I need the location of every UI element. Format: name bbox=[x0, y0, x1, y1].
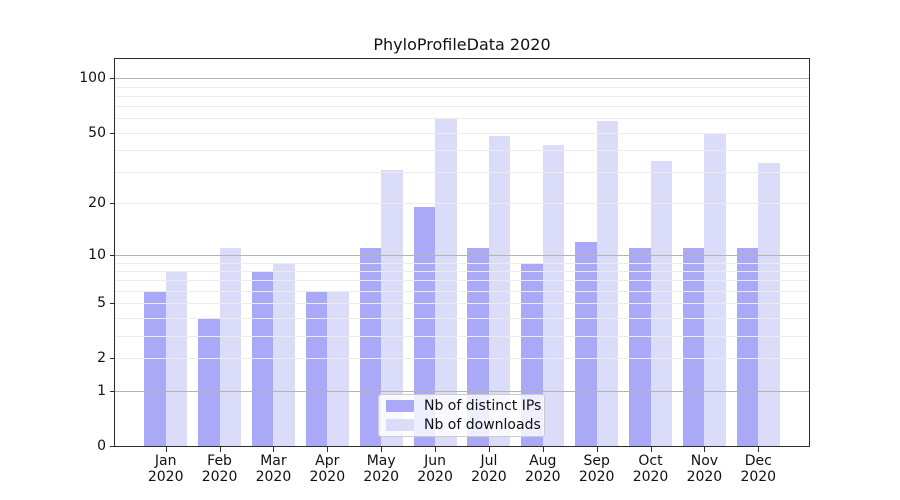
x-axis-tick-label: Jun 2020 bbox=[407, 453, 463, 485]
x-axis-tick-label: Oct 2020 bbox=[623, 453, 679, 485]
x-axis-tick-label-year: 2020 bbox=[417, 469, 453, 485]
x-axis-tick-label-year: 2020 bbox=[201, 469, 238, 485]
x-axis-tick bbox=[165, 447, 167, 452]
x-axis-tick-label-year: 2020 bbox=[632, 469, 669, 485]
x-axis-tick-label: Apr 2020 bbox=[299, 453, 355, 485]
legend-item-distinct-ips: Nb of distinct IPs bbox=[386, 398, 541, 414]
major-gridline bbox=[114, 78, 810, 80]
minor-gridline bbox=[114, 270, 810, 272]
y-axis-tick bbox=[110, 390, 114, 392]
minor-gridline bbox=[114, 106, 810, 108]
x-axis-tick bbox=[435, 447, 437, 452]
bar-distinct-ips-apr bbox=[305, 290, 328, 447]
x-axis-tick bbox=[758, 447, 760, 452]
x-axis-tick bbox=[273, 447, 275, 452]
x-axis-tick-label: Aug 2020 bbox=[515, 453, 571, 485]
bar-distinct-ips-feb bbox=[198, 317, 220, 447]
major-gridline bbox=[114, 254, 810, 256]
bar-distinct-ips-sep bbox=[575, 241, 597, 447]
y-axis-tick bbox=[110, 446, 114, 447]
x-axis-tick-label: Mar 2020 bbox=[245, 453, 301, 485]
x-axis-tick-label-year: 2020 bbox=[309, 469, 346, 485]
minor-gridline bbox=[114, 203, 810, 205]
x-axis-tick-label-year: 2020 bbox=[686, 469, 723, 485]
x-axis-tick-label: Sep 2020 bbox=[569, 453, 625, 485]
chart-title: PhyloProfileData 2020 bbox=[373, 35, 551, 54]
x-axis-tick-label-year: 2020 bbox=[255, 469, 292, 485]
x-axis-tick bbox=[488, 447, 490, 452]
y-axis-tick-label: 20 bbox=[88, 195, 106, 212]
x-axis-tick-label: Feb 2020 bbox=[192, 453, 248, 485]
bar-downloads-apr bbox=[327, 290, 349, 447]
legend-label-downloads: Nb of downloads bbox=[424, 416, 541, 433]
minor-gridline bbox=[114, 86, 810, 88]
bar-downloads-feb bbox=[219, 248, 242, 447]
minor-gridline bbox=[114, 132, 810, 134]
x-axis-tick-label-year: 2020 bbox=[147, 469, 184, 485]
bar-distinct-ips-dec bbox=[736, 248, 759, 447]
minor-gridline bbox=[114, 335, 810, 337]
y-axis-tick bbox=[110, 132, 114, 134]
bar-distinct-ips-jun bbox=[413, 207, 436, 447]
x-axis-tick-label: Jan 2020 bbox=[138, 453, 194, 485]
y-axis-tick-label: 50 bbox=[88, 124, 106, 141]
x-axis-tick-label: May 2020 bbox=[353, 453, 409, 485]
legend-swatch-distinct-ips-icon bbox=[386, 400, 414, 412]
legend-label-distinct-ips: Nb of distinct IPs bbox=[424, 397, 542, 414]
x-axis-tick bbox=[542, 447, 544, 452]
bar-downloads-nov bbox=[704, 132, 726, 447]
minor-gridline bbox=[114, 358, 810, 360]
x-axis-tick-label-year: 2020 bbox=[524, 469, 561, 485]
y-axis-tick bbox=[110, 203, 114, 205]
minor-gridline bbox=[114, 172, 810, 174]
y-axis-tick-label: 1 bbox=[97, 382, 106, 399]
bar-distinct-ips-oct bbox=[629, 248, 651, 447]
bar-downloads-may bbox=[381, 169, 403, 447]
x-axis-tick-label-year: 2020 bbox=[578, 469, 615, 485]
x-axis-tick bbox=[381, 447, 383, 452]
major-gridline bbox=[114, 390, 810, 392]
y-axis-tick-label: 10 bbox=[88, 246, 106, 263]
minor-gridline bbox=[114, 118, 810, 120]
x-axis-tick-label-year: 2020 bbox=[363, 469, 399, 485]
x-axis-tick bbox=[704, 447, 706, 452]
legend: Nb of distinct IPs Nb of downloads bbox=[378, 394, 545, 437]
bar-downloads-mar bbox=[273, 262, 295, 447]
bar-distinct-ips-jan bbox=[144, 290, 166, 447]
minor-gridline bbox=[114, 317, 810, 319]
y-axis-tick bbox=[110, 78, 114, 80]
bar-downloads-jun bbox=[435, 118, 457, 447]
y-axis-tick-label: 5 bbox=[97, 295, 106, 312]
legend-item-downloads: Nb of downloads bbox=[386, 417, 541, 433]
minor-gridline bbox=[114, 280, 810, 282]
x-axis-tick bbox=[219, 447, 221, 452]
x-axis-tick-label-year: 2020 bbox=[471, 469, 507, 485]
minor-gridline bbox=[114, 303, 810, 305]
y-axis-tick bbox=[110, 303, 114, 305]
bar-distinct-ips-may bbox=[359, 248, 382, 447]
y-axis-tick bbox=[110, 254, 114, 256]
minor-gridline bbox=[114, 262, 810, 264]
x-axis-tick bbox=[650, 447, 652, 452]
x-axis-tick-label: Dec 2020 bbox=[730, 453, 786, 485]
y-axis-tick-label: 0 bbox=[97, 438, 106, 454]
minor-gridline bbox=[114, 290, 810, 292]
bar-downloads-sep bbox=[596, 121, 619, 447]
y-axis-tick-label: 2 bbox=[97, 350, 106, 367]
legend-swatch-downloads-icon bbox=[386, 419, 414, 431]
bar-downloads-dec bbox=[758, 162, 780, 447]
x-axis-tick-label-year: 2020 bbox=[740, 469, 777, 485]
bar-downloads-aug bbox=[542, 144, 565, 447]
bar-distinct-ips-nov bbox=[682, 248, 705, 447]
x-axis-tick bbox=[327, 447, 329, 452]
x-axis-tick bbox=[596, 447, 598, 452]
minor-gridline bbox=[114, 95, 810, 97]
y-axis-tick bbox=[110, 358, 114, 360]
x-axis-tick-label: Nov 2020 bbox=[676, 453, 732, 485]
x-axis-tick-label: Jul 2020 bbox=[461, 453, 517, 485]
minor-gridline bbox=[114, 150, 810, 152]
y-axis-tick-label: 100 bbox=[79, 70, 106, 87]
